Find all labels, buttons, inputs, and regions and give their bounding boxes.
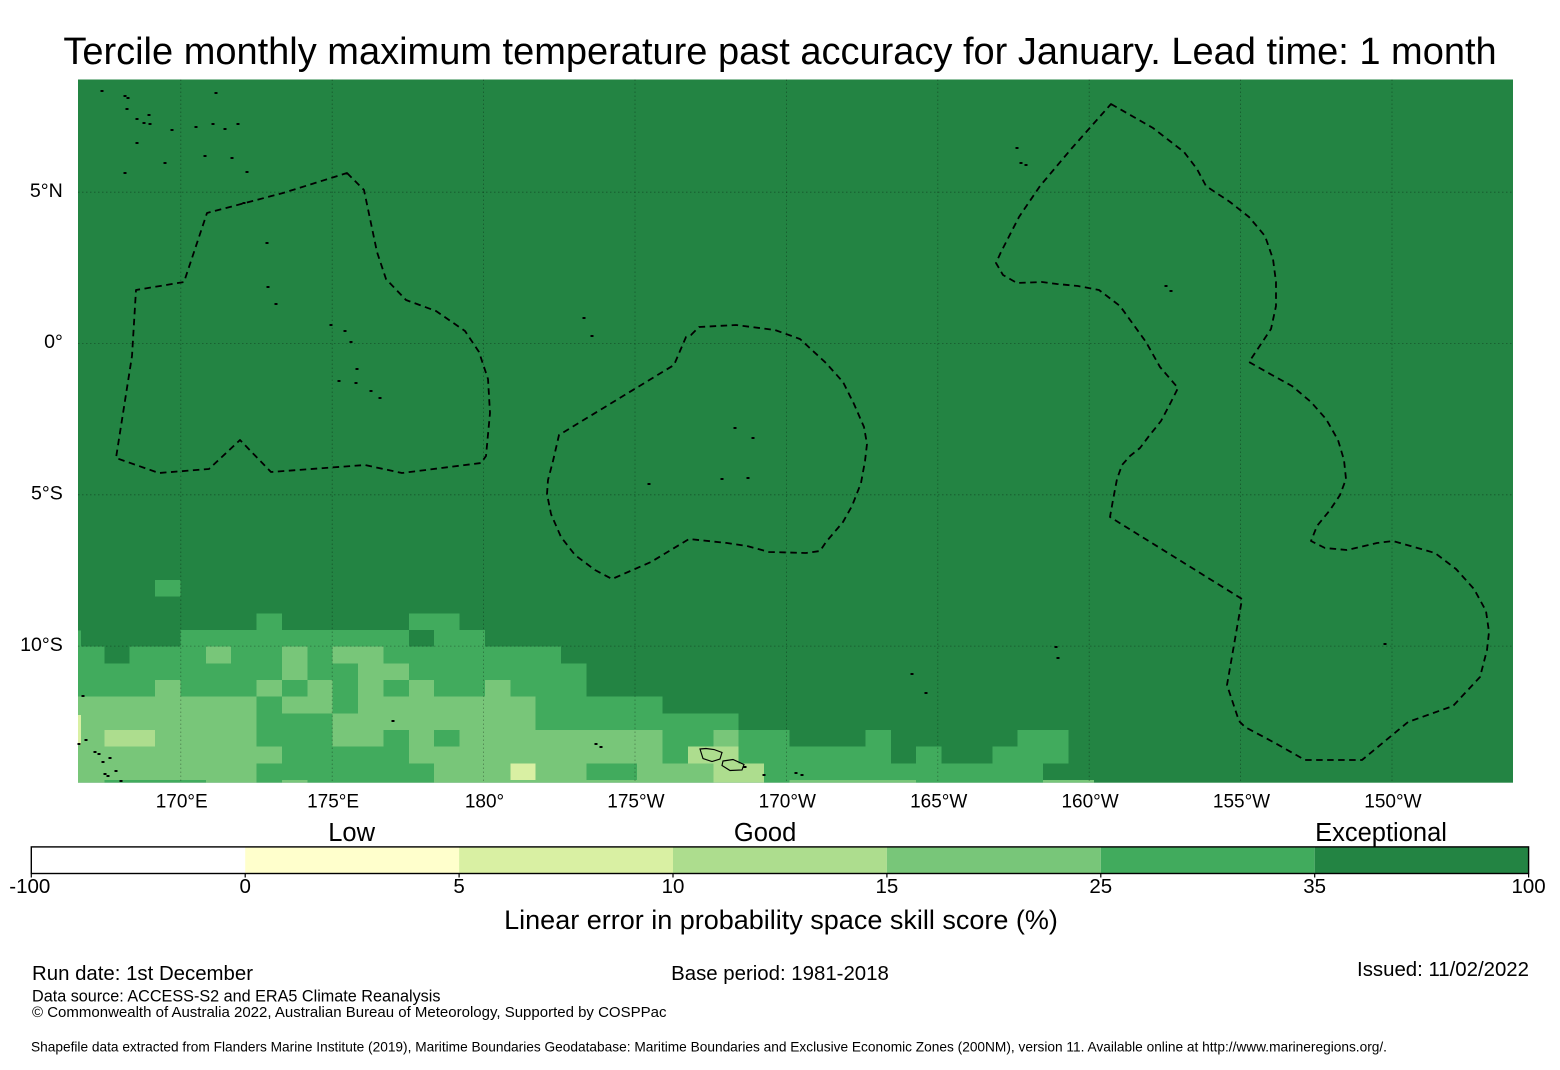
svg-text:Base period: 1981-2018: Base period: 1981-2018	[671, 963, 889, 985]
svg-text:0°: 0°	[44, 331, 63, 353]
svg-text:Run date: 1st December: Run date: 1st December	[32, 963, 253, 985]
svg-text:Tercile monthly maximum temper: Tercile monthly maximum temperature past…	[63, 31, 1496, 73]
svg-text:25: 25	[1089, 875, 1112, 898]
svg-text:160°W: 160°W	[1061, 792, 1118, 813]
svg-text:Low: Low	[328, 819, 375, 847]
svg-text:35: 35	[1303, 875, 1326, 898]
svg-text:15: 15	[875, 875, 898, 898]
svg-text:170°W: 170°W	[759, 792, 816, 813]
svg-text:170°E: 170°E	[156, 792, 208, 813]
svg-text:0: 0	[239, 875, 250, 898]
svg-text:Shapefile data extracted from: Shapefile data extracted from Flanders M…	[31, 1040, 1387, 1055]
svg-text:© Commonwealth of Australia 20: © Commonwealth of Australia 2022, Austra…	[32, 1004, 667, 1021]
svg-text:150°W: 150°W	[1364, 792, 1421, 813]
svg-text:Exceptional: Exceptional	[1315, 819, 1447, 847]
svg-text:-100: -100	[9, 875, 50, 898]
svg-text:10°S: 10°S	[20, 634, 63, 656]
svg-text:5°N: 5°N	[30, 180, 63, 202]
svg-text:Issued: 11/02/2022: Issued: 11/02/2022	[1357, 959, 1529, 981]
svg-text:180°: 180°	[465, 792, 504, 813]
svg-text:165°W: 165°W	[910, 792, 967, 813]
svg-text:100: 100	[1511, 875, 1545, 898]
svg-text:175°W: 175°W	[607, 792, 664, 813]
svg-text:Data source: ACCESS-S2 and ERA: Data source: ACCESS-S2 and ERA5 Climate …	[32, 988, 440, 1006]
svg-text:175°E: 175°E	[307, 792, 359, 813]
svg-text:5°S: 5°S	[31, 483, 63, 505]
svg-text:Good: Good	[734, 819, 796, 847]
svg-text:155°W: 155°W	[1213, 792, 1270, 813]
svg-text:Linear error in probability sp: Linear error in probability space skill …	[504, 905, 1058, 935]
svg-text:10: 10	[662, 875, 685, 898]
svg-text:5: 5	[453, 875, 464, 898]
